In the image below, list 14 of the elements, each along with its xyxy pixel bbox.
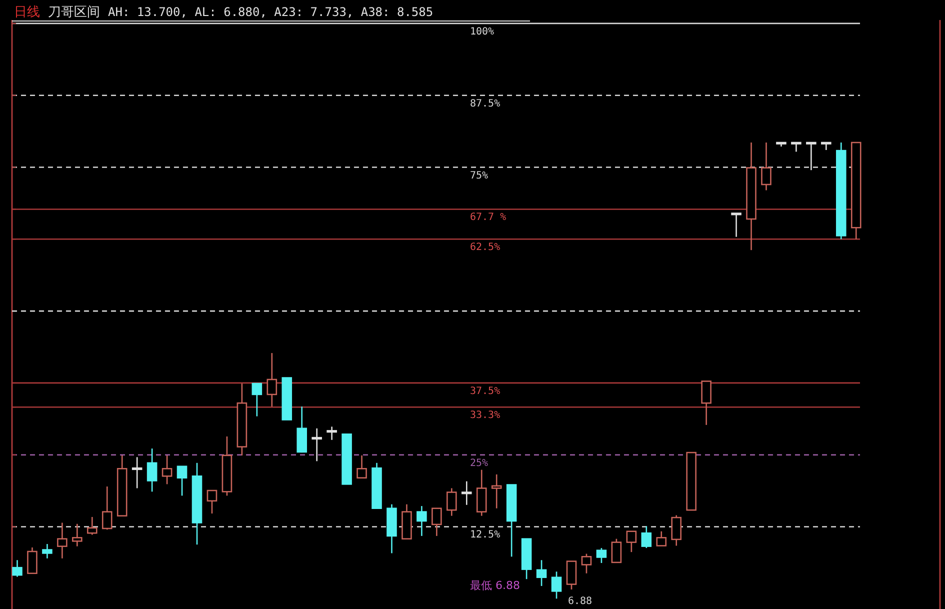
y-tick-label: 75% xyxy=(470,170,488,182)
annotation: 6.88 xyxy=(568,596,592,607)
y-tick-label: 12.5% xyxy=(470,530,500,541)
chart-title: 日线 xyxy=(14,5,40,20)
annotation: 最低 6.88 xyxy=(470,579,520,592)
text: AH: 13.700, AL: 6.880, A23: 7.733, A38: 8.585 xyxy=(108,5,434,19)
y-tick-label: 62.5% xyxy=(470,242,500,254)
y-tick-label: 67.7 % xyxy=(470,212,506,224)
y-tick-label: 25% xyxy=(470,458,488,469)
chart-subtitle: 刀哥区间 xyxy=(48,5,100,20)
y-tick-label: 37.5% xyxy=(470,386,500,397)
y-tick-label: 100% xyxy=(470,26,494,38)
y-tick-label: 87.5% xyxy=(470,98,500,110)
y-tick-label: 33.3% xyxy=(470,410,500,422)
